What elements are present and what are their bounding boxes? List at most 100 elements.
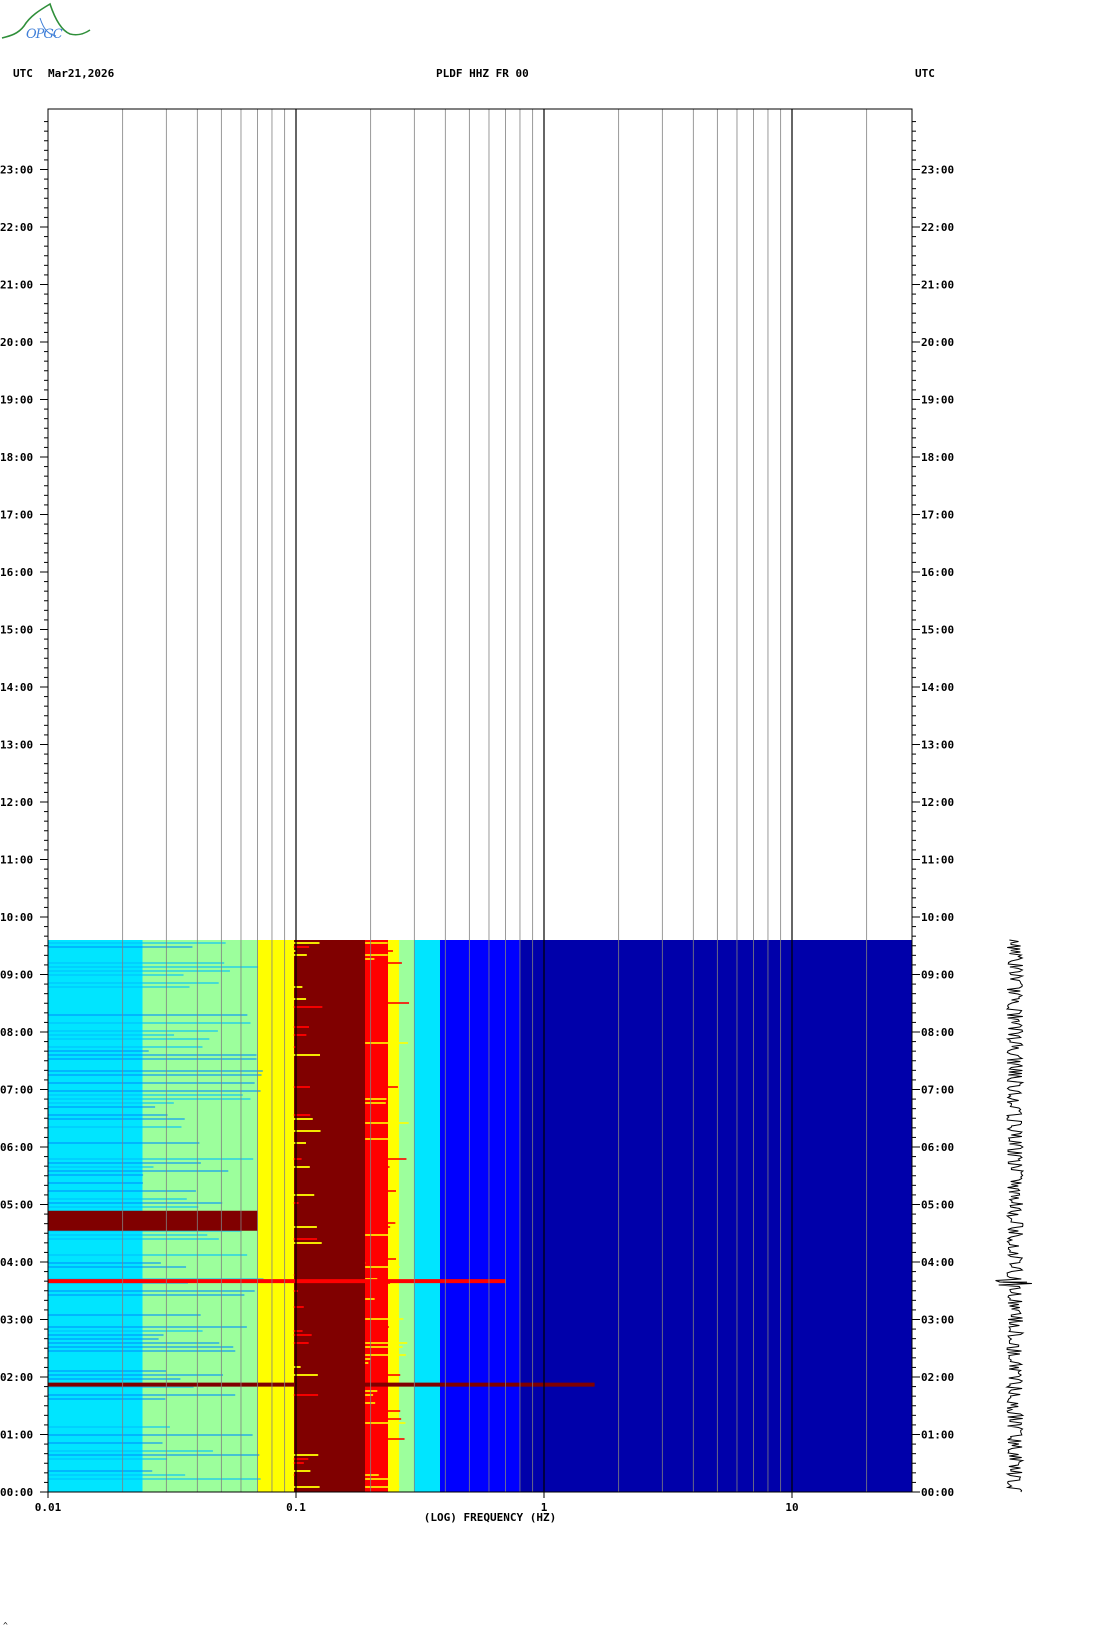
spectrogram-texture bbox=[293, 1462, 304, 1464]
spectrogram-texture bbox=[48, 1170, 229, 1172]
frequency-tick-label: 0.01 bbox=[35, 1501, 62, 1514]
time-tick-label-right: 00:00 bbox=[921, 1486, 954, 1499]
spectrogram-texture bbox=[48, 1022, 251, 1024]
frequency-gridlines bbox=[122, 109, 868, 1492]
spectrogram-texture bbox=[365, 1190, 396, 1192]
spectrogram-texture bbox=[48, 1106, 156, 1108]
x-axis-label: (LOG) FREQUENCY (HZ) bbox=[424, 1511, 556, 1524]
spectrogram-texture bbox=[48, 1426, 170, 1428]
spectrogram-texture bbox=[293, 1374, 318, 1376]
spectrogram-texture bbox=[48, 1470, 153, 1472]
spectrogram-texture bbox=[293, 1054, 321, 1056]
time-tick-label-right: 12:00 bbox=[921, 796, 954, 809]
spectrogram-texture bbox=[48, 1478, 261, 1480]
right-timezone-label: UTC bbox=[915, 67, 935, 80]
time-tick-label-right: 06:00 bbox=[921, 1141, 954, 1154]
spectrogram-texture bbox=[48, 1166, 154, 1168]
spectrogram-event bbox=[48, 1382, 595, 1387]
spectrogram-texture bbox=[48, 1162, 201, 1164]
spectrogram-texture bbox=[365, 1486, 400, 1488]
spectrogram-texture bbox=[365, 1138, 400, 1140]
spectrogram-texture bbox=[365, 1358, 371, 1360]
spectrogram-texture bbox=[365, 1086, 398, 1088]
left-timezone-label: UTC bbox=[13, 67, 33, 80]
spectrogram-texture bbox=[48, 1386, 194, 1388]
spectrogram-texture bbox=[48, 1046, 203, 1048]
spectrogram-texture bbox=[48, 974, 184, 976]
time-tick-label-right: 03:00 bbox=[921, 1314, 954, 1327]
time-tick-label-right: 17:00 bbox=[921, 509, 954, 522]
spectrogram-texture bbox=[365, 1202, 384, 1204]
seismogram-line bbox=[995, 939, 1032, 1493]
time-tick-label-right: 07:00 bbox=[921, 1084, 954, 1097]
spectrogram-texture bbox=[293, 954, 307, 956]
spectrogram-texture bbox=[293, 942, 320, 944]
spectrogram-texture bbox=[293, 1366, 301, 1368]
spectrogram-texture bbox=[293, 1458, 309, 1460]
spectrogram-texture bbox=[365, 1222, 396, 1224]
spectrogram-texture bbox=[365, 1474, 379, 1476]
time-tick-label-left: 18:00 bbox=[0, 451, 33, 464]
spectrogram-texture bbox=[365, 1082, 385, 1084]
spectrogram-texture bbox=[365, 1198, 369, 1200]
spectrogram-texture bbox=[48, 1174, 144, 1176]
spectrogram-texture bbox=[48, 1350, 236, 1352]
spectrogram-texture bbox=[365, 1174, 371, 1176]
spectrogram-texture bbox=[365, 958, 375, 960]
time-tick-label-left: 19:00 bbox=[0, 394, 33, 407]
frequency-tick-label: 0.1 bbox=[286, 1501, 306, 1514]
seismogram-trace bbox=[995, 939, 1032, 1493]
spectrogram-texture bbox=[293, 1342, 309, 1344]
time-tick-label-right: 05:00 bbox=[921, 1199, 954, 1212]
spectrogram-texture bbox=[365, 1270, 373, 1272]
spectrogram-texture bbox=[48, 1290, 255, 1292]
spectrogram-texture bbox=[48, 1434, 253, 1436]
spectrogram-texture bbox=[365, 1342, 408, 1344]
time-tick-label-left: 04:00 bbox=[0, 1256, 33, 1269]
time-tick-label-right: 15:00 bbox=[921, 624, 954, 637]
spectrogram-texture bbox=[293, 1046, 297, 1048]
frequency-axis-ticks: 0.01 0.1 1 10 bbox=[35, 1492, 799, 1514]
spectrogram-texture bbox=[365, 1258, 396, 1260]
spectrogram-texture bbox=[48, 1190, 196, 1192]
date-label: Mar21,2026 bbox=[48, 67, 115, 80]
spectrogram-texture bbox=[48, 1102, 174, 1104]
spectrogram-texture bbox=[48, 1234, 208, 1236]
time-tick-label-left: 10:00 bbox=[0, 911, 33, 924]
spectrogram-texture bbox=[365, 1090, 386, 1092]
time-tick-label-left: 09:00 bbox=[0, 969, 33, 982]
spectrogram-texture bbox=[48, 1334, 164, 1336]
time-tick-label-right: 22:00 bbox=[921, 221, 954, 234]
spectrogram-texture bbox=[48, 1142, 200, 1144]
time-tick-label-right: 23:00 bbox=[921, 164, 954, 177]
logo-wave-icon bbox=[1, 2, 91, 39]
spectrogram-texture bbox=[293, 1158, 302, 1160]
spectrogram-texture bbox=[293, 1130, 321, 1132]
spectrogram-texture bbox=[365, 1246, 381, 1248]
time-tick-label-left: 03:00 bbox=[0, 1314, 33, 1327]
spectrogram-texture bbox=[293, 946, 310, 948]
spectrogram-texture bbox=[48, 970, 230, 972]
spectrogram-texture bbox=[293, 1006, 323, 1008]
spectrogram-texture bbox=[365, 1302, 386, 1304]
time-tick-label-right: 09:00 bbox=[921, 969, 954, 982]
time-tick-label-left: 23:00 bbox=[0, 164, 33, 177]
spectrogram-texture bbox=[365, 1394, 374, 1396]
opgc-logo: OPGC bbox=[0, 0, 100, 48]
time-tick-label-right: 18:00 bbox=[921, 451, 954, 464]
time-tick-label-left: 13:00 bbox=[0, 739, 33, 752]
time-axis-ticks: 00:00 00:00 01:00 01:00 02:00 02:00 03:00 03:00… bbox=[0, 121, 954, 1499]
spectrogram-texture bbox=[365, 1410, 401, 1412]
spectrogram-texture bbox=[48, 1398, 166, 1400]
time-tick-label-right: 14:00 bbox=[921, 681, 954, 694]
time-tick-label-right: 08:00 bbox=[921, 1026, 954, 1039]
spectrogram-texture bbox=[48, 1038, 210, 1040]
spectrogram-texture bbox=[48, 1330, 203, 1332]
spectrogram-texture bbox=[48, 1118, 185, 1120]
spectrogram-texture bbox=[293, 1238, 318, 1240]
spectrogram-texture bbox=[48, 1090, 261, 1092]
spectrogram-event bbox=[48, 1210, 258, 1231]
footer-mark: ^ bbox=[3, 1621, 8, 1630]
spectrogram-heatmap bbox=[48, 940, 912, 1492]
